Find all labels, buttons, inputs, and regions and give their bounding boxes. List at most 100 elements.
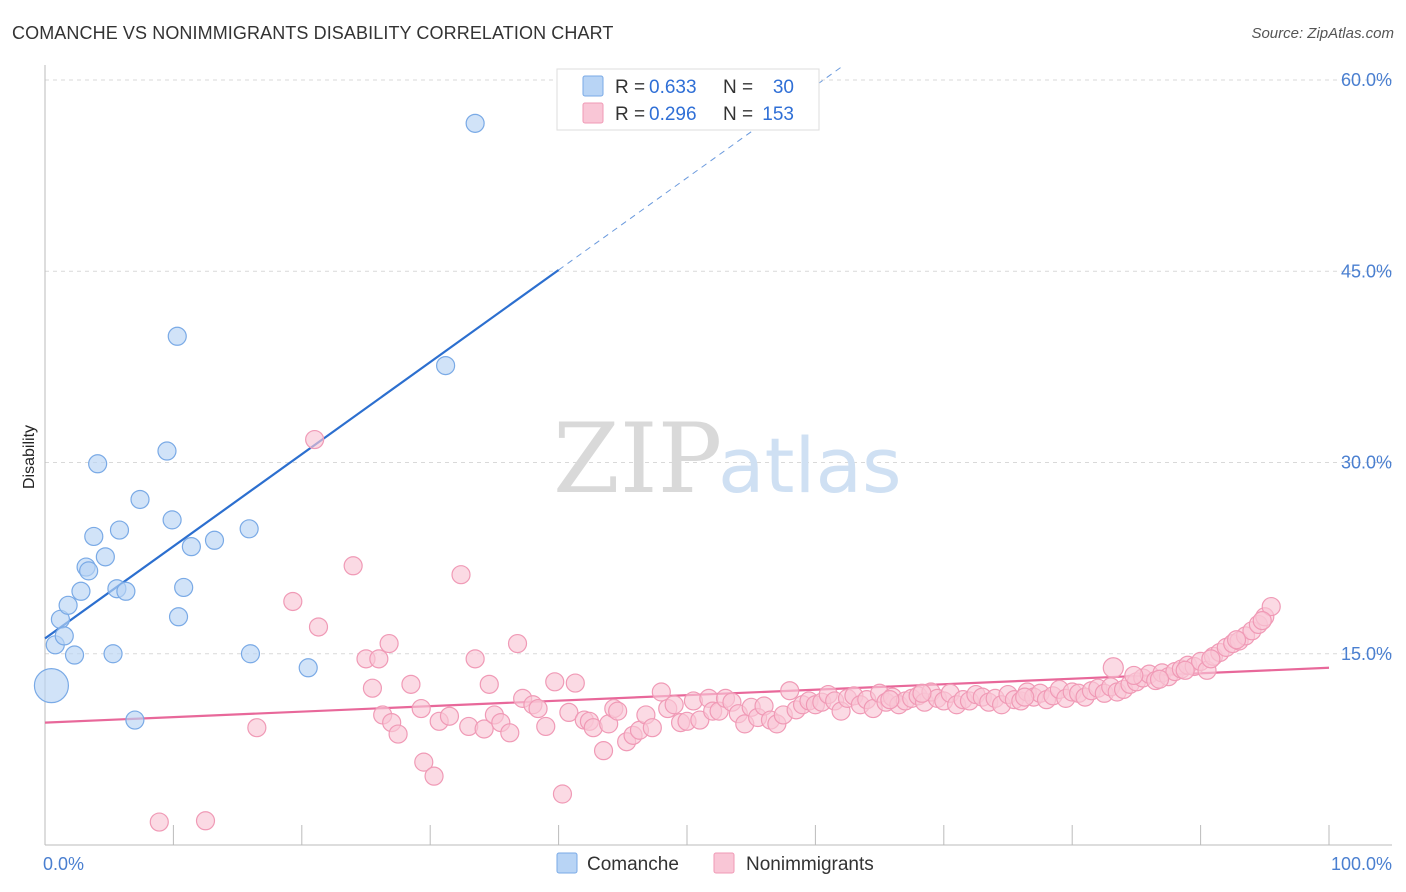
- data-point: [162, 510, 182, 530]
- data-point: [912, 683, 932, 703]
- data-point: [239, 519, 259, 539]
- data-point: [1102, 657, 1124, 679]
- data-point: [1149, 669, 1170, 689]
- data-point: [125, 710, 145, 730]
- data-point: [545, 672, 565, 692]
- data-point: [528, 698, 548, 719]
- data-point: [1124, 665, 1144, 686]
- series-comanche: [33, 113, 485, 730]
- data-point: [559, 702, 579, 723]
- data-point: [608, 701, 628, 721]
- data-point: [780, 681, 800, 701]
- data-point: [168, 607, 189, 627]
- data-point: [593, 741, 614, 761]
- data-point: [103, 644, 123, 664]
- data-point: [565, 673, 585, 693]
- data-point: [1261, 596, 1281, 617]
- data-point: [479, 674, 499, 694]
- data-point: [465, 113, 485, 133]
- legend-r-value: 0.296: [649, 104, 697, 125]
- trend-layer: [44, 66, 1330, 724]
- data-point: [283, 591, 303, 612]
- data-point: [664, 695, 684, 715]
- legend-n-value: 30: [773, 77, 794, 98]
- data-point: [388, 724, 408, 744]
- bottom-legend: Comanche Nonimmigrants: [556, 852, 874, 875]
- legend-r-value: 0.633: [649, 77, 697, 98]
- x-tick-label: 0.0%: [43, 854, 84, 874]
- data-point: [95, 547, 115, 567]
- data-point: [379, 633, 399, 654]
- data-point: [64, 645, 85, 665]
- data-point: [308, 617, 329, 637]
- data-point: [79, 561, 99, 581]
- data-point: [436, 356, 456, 376]
- data-point: [157, 441, 177, 461]
- data-point: [167, 326, 187, 346]
- data-point: [343, 556, 363, 576]
- legend: R = 0.633 N = 30 R = 0.296 N = 153: [556, 68, 820, 131]
- data-point: [1252, 610, 1272, 631]
- data-point: [1201, 649, 1221, 669]
- watermark: ZIP atlas: [553, 403, 902, 515]
- legend-r-label: R =: [615, 77, 645, 98]
- grid-layer: [45, 79, 1392, 655]
- data-point: [1175, 660, 1195, 680]
- legend-n-label: N =: [723, 77, 753, 98]
- chart-source: Source: ZipAtlas.com: [1251, 25, 1394, 42]
- data-point: [369, 649, 389, 669]
- data-point: [116, 581, 136, 601]
- data-point: [204, 530, 225, 550]
- points-layer: [33, 113, 1281, 832]
- data-point: [298, 658, 318, 678]
- data-point: [500, 723, 520, 743]
- data-point: [71, 581, 91, 601]
- bottom-legend-nonimmigrants: Nonimmigrants: [746, 854, 874, 875]
- data-point: [414, 752, 434, 772]
- data-point: [424, 766, 444, 786]
- data-point: [195, 811, 216, 831]
- watermark-zip: ZIP: [553, 403, 722, 515]
- data-point: [411, 698, 431, 719]
- data-point: [305, 429, 325, 450]
- trend-line-comanche: [44, 269, 560, 640]
- data-point: [130, 489, 150, 510]
- y-tick-label: 45.0%: [1341, 261, 1392, 281]
- data-point: [58, 595, 78, 615]
- data-point: [109, 520, 130, 540]
- legend-swatch-comanche: [582, 75, 604, 97]
- data-point: [642, 718, 662, 738]
- data-point: [84, 526, 104, 547]
- data-point: [552, 784, 573, 804]
- x-tick-label: 100.0%: [1331, 854, 1392, 874]
- data-point: [507, 633, 528, 654]
- y-tick-label: 30.0%: [1341, 453, 1392, 473]
- bottom-legend-swatch-nonimmigrants: [713, 852, 735, 874]
- legend-swatch-nonimmigrants: [582, 102, 604, 124]
- data-point: [536, 716, 556, 737]
- data-point: [1015, 687, 1035, 707]
- axis-layer: 15.0% 30.0% 45.0% 60.0% 0.0% 100.0%: [43, 65, 1392, 874]
- data-point: [362, 678, 383, 698]
- data-point: [401, 674, 421, 694]
- series-nonimmigrants: [149, 429, 1281, 832]
- data-point: [181, 537, 201, 557]
- data-point: [174, 577, 194, 598]
- data-point: [240, 644, 261, 664]
- data-point: [247, 718, 267, 738]
- data-point: [88, 454, 108, 474]
- y-tick-label: 15.0%: [1341, 644, 1392, 664]
- legend-r-label: R =: [615, 104, 645, 125]
- legend-n-value: 153: [762, 104, 794, 125]
- data-point: [474, 719, 494, 739]
- legend-n-label: N =: [723, 104, 753, 125]
- chart-title: COMANCHE VS NONIMMIGRANTS DISABILITY COR…: [12, 23, 614, 43]
- data-point: [33, 668, 70, 704]
- y-tick-label: 60.0%: [1341, 70, 1392, 90]
- data-point: [651, 682, 671, 702]
- data-point: [439, 706, 460, 726]
- data-point: [451, 565, 471, 585]
- watermark-atlas: atlas: [718, 421, 902, 510]
- bottom-legend-comanche: Comanche: [587, 854, 679, 875]
